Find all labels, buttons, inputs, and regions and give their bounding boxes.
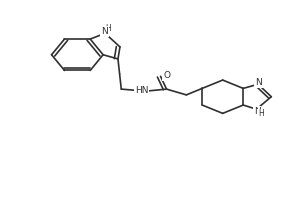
- Text: N: N: [254, 107, 260, 116]
- Text: O: O: [163, 71, 170, 80]
- Text: N: N: [255, 78, 262, 87]
- Text: H: H: [258, 109, 264, 118]
- Text: N: N: [101, 27, 108, 36]
- Text: H: H: [105, 24, 111, 33]
- Text: HN: HN: [135, 86, 148, 95]
